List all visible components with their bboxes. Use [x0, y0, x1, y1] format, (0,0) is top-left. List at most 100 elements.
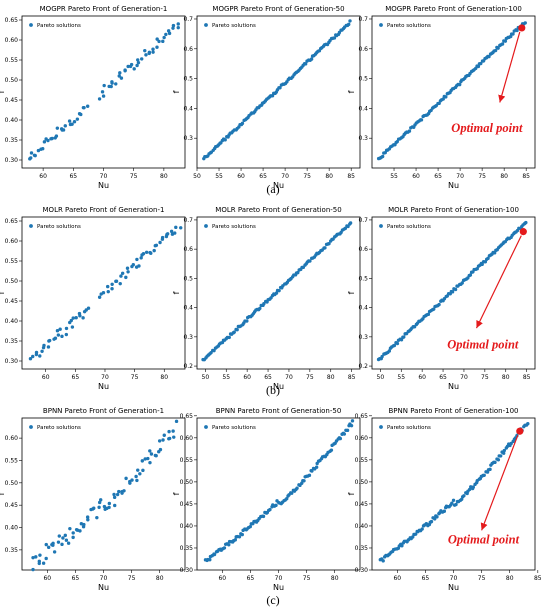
- y-tick-label: 0.55: [355, 457, 369, 464]
- data-point: [54, 134, 59, 138]
- y-tick-label: 0.30: [355, 567, 369, 574]
- data-point: [310, 469, 314, 473]
- data-point: [475, 267, 479, 271]
- data-point: [60, 542, 64, 547]
- data-point: [86, 306, 91, 310]
- row-caption-b: (b): [266, 383, 280, 397]
- x-axis-label: Nu: [98, 583, 109, 592]
- legend-label: Pareto solutions: [387, 23, 431, 29]
- data-point: [173, 231, 177, 235]
- data-point: [441, 97, 445, 101]
- y-tick-label: 0.50: [5, 278, 19, 285]
- data-point: [487, 54, 491, 59]
- data-point: [61, 536, 65, 540]
- data-point: [147, 51, 151, 56]
- y-tick-label: 0.60: [5, 37, 19, 44]
- data-point: [290, 491, 294, 495]
- data-point: [157, 439, 162, 443]
- data-point: [37, 559, 42, 563]
- legend: Pareto solutions: [29, 23, 81, 29]
- y-tick-label: 0.5: [358, 275, 368, 282]
- data-point: [482, 473, 486, 477]
- data-point: [471, 485, 475, 489]
- data-point: [114, 279, 119, 283]
- y-tick-label: 0.30: [180, 567, 194, 574]
- annotation-arrow: [480, 435, 519, 531]
- data-point: [171, 26, 175, 30]
- y-tick-label: 0.4: [358, 305, 368, 312]
- data-point: [429, 519, 434, 524]
- legend-marker: [29, 425, 33, 429]
- y-axis-label: f: [172, 291, 181, 294]
- y-tick-label: 0.40: [5, 525, 19, 532]
- data-point: [501, 451, 506, 455]
- data-point: [105, 284, 110, 289]
- data-point: [36, 148, 41, 153]
- x-axis-label: Nu: [273, 181, 284, 190]
- data-point: [128, 481, 132, 485]
- data-point: [227, 335, 231, 340]
- chart-title: BPNN Pareto Front of Generation-1: [43, 407, 164, 415]
- data-point: [407, 129, 412, 133]
- y-tick-label: 0.45: [5, 298, 19, 305]
- data-point: [117, 489, 121, 494]
- data-point: [162, 433, 166, 437]
- data-point: [31, 555, 35, 560]
- x-tick-label: 85: [522, 173, 530, 180]
- data-point: [208, 557, 212, 562]
- legend: Pareto solutions: [204, 23, 256, 29]
- optimal-point-label: Optimal point: [447, 338, 519, 352]
- y-tick-label: 0.40: [5, 117, 19, 124]
- data-point: [40, 349, 44, 353]
- data-point: [144, 250, 149, 254]
- scatter-panel-3: MOGPR Pareto Front of Generation-100 55 60…: [347, 5, 536, 190]
- scatter-panel-4: MOLR Pareto Front of Generation-1 60 65 70 7…: [0, 206, 186, 391]
- data-point: [151, 50, 155, 54]
- data-point: [179, 226, 183, 230]
- plot-frame: [21, 417, 186, 571]
- data-point: [500, 42, 505, 46]
- x-tick-label: 85: [523, 374, 531, 381]
- x-tick-label: 70: [450, 575, 458, 582]
- data-point: [58, 327, 62, 331]
- x-tick-label: 85: [347, 173, 355, 180]
- data-point: [157, 39, 161, 44]
- data-point: [69, 318, 73, 323]
- y-tick-label: 0.45: [180, 501, 194, 508]
- optimal-point-label: Optimal point: [451, 121, 523, 135]
- data-point: [123, 68, 127, 72]
- x-tick-label: 65: [439, 374, 447, 381]
- y-axis-label: f: [347, 90, 356, 93]
- y-tick-label: 0.5: [183, 76, 193, 83]
- data-point: [476, 64, 481, 69]
- chart-title: MOLR Pareto Front of Generation-50: [215, 206, 341, 214]
- data-point: [450, 501, 454, 505]
- data-point: [135, 257, 139, 262]
- data-point: [56, 540, 61, 544]
- data-point: [101, 94, 106, 98]
- data-point: [46, 345, 51, 349]
- data-point: [237, 535, 242, 539]
- x-tick-label: 70: [285, 374, 293, 381]
- x-tick-label: 80: [506, 575, 514, 582]
- data-point: [167, 31, 172, 36]
- data-point: [350, 419, 355, 423]
- data-point: [110, 80, 114, 84]
- y-tick-label: 0.55: [5, 457, 19, 464]
- data-point: [136, 60, 141, 65]
- x-tick-label: 65: [422, 575, 430, 582]
- data-point: [169, 229, 174, 234]
- data-point: [227, 543, 231, 547]
- y-axis-label: f: [0, 90, 6, 93]
- y-tick-label: 0.30: [5, 358, 19, 365]
- y-tick-label: 0.55: [5, 258, 19, 265]
- data-point: [119, 274, 123, 278]
- data-point: [479, 61, 483, 66]
- legend: Pareto solutions: [29, 224, 81, 230]
- data-point: [53, 336, 58, 340]
- data-point: [160, 237, 165, 241]
- legend-marker: [204, 23, 208, 27]
- y-tick-label: 0.3: [183, 334, 193, 341]
- annotation-arrow: [498, 31, 521, 103]
